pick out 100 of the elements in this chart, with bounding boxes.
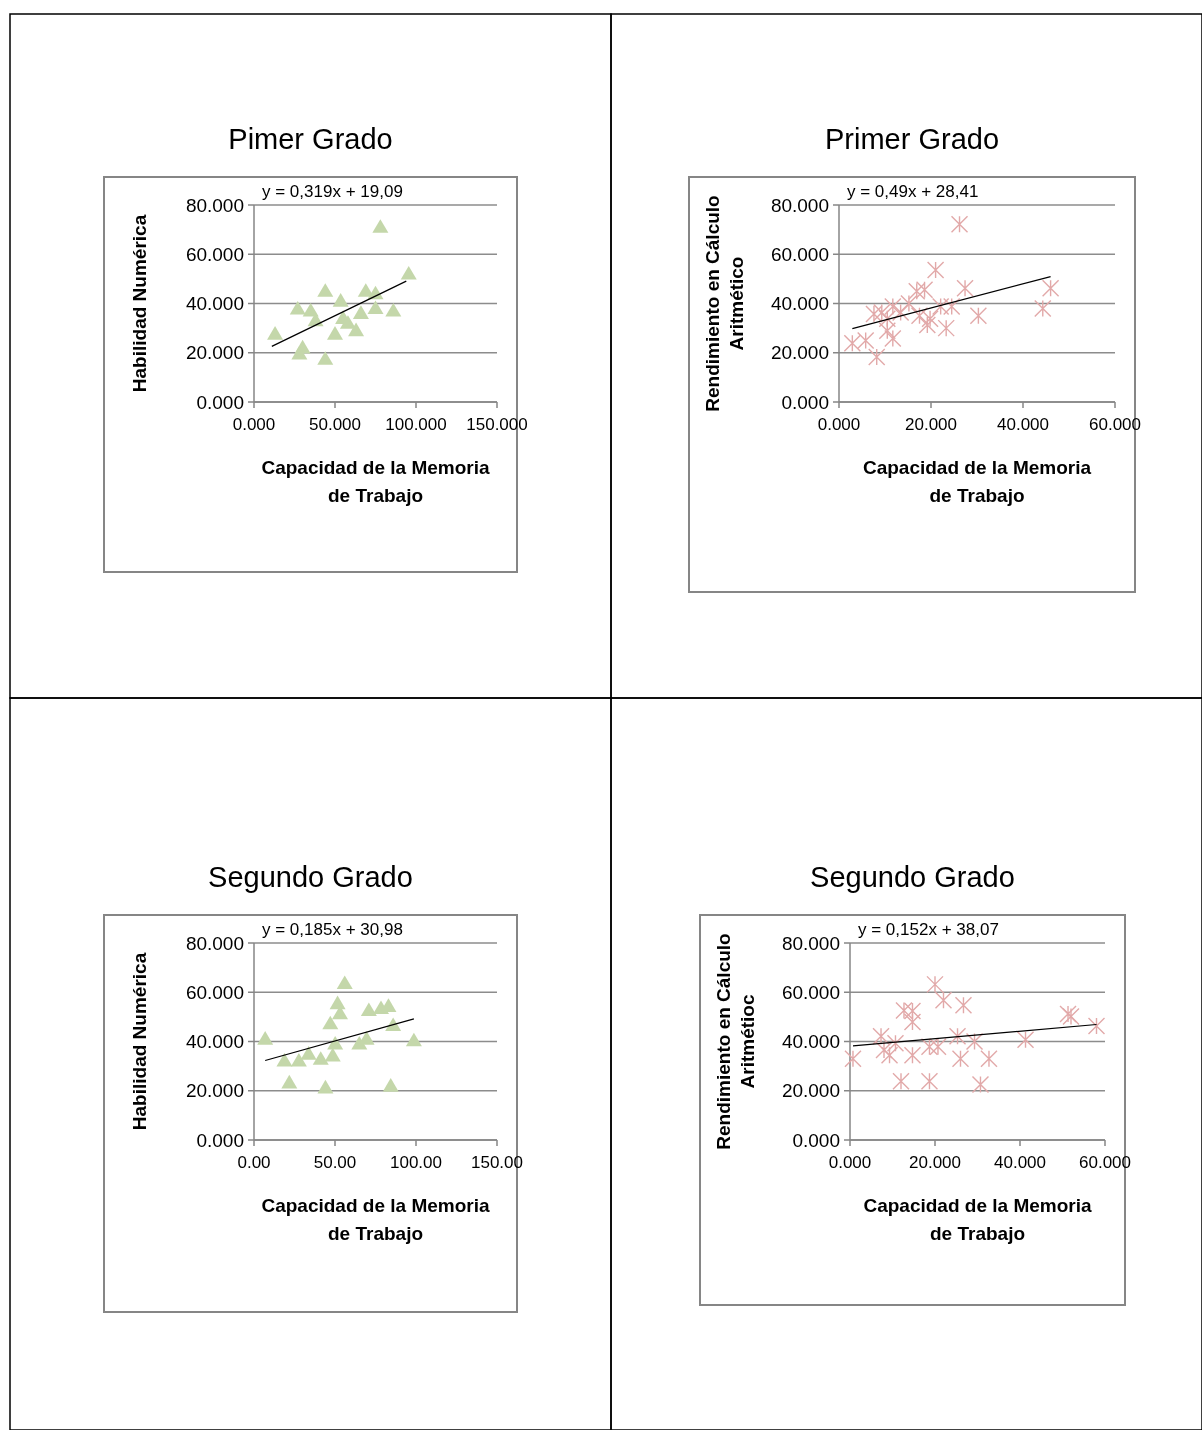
x-tick-label: 150.000 bbox=[466, 415, 528, 434]
y-tick-label: 80.000 bbox=[185, 932, 244, 954]
text: y = 0,49x + 28,41 bbox=[847, 182, 979, 201]
y-tick-label: 40.000 bbox=[185, 293, 244, 315]
point bbox=[965, 1032, 984, 1051]
chart-title: Segundo Grado bbox=[208, 861, 413, 893]
chart-title: Pimer Grado bbox=[228, 123, 393, 155]
y-tick-label: 0.000 bbox=[781, 391, 829, 413]
point bbox=[1034, 299, 1052, 318]
y-tick-label: 40.000 bbox=[770, 293, 829, 315]
point bbox=[332, 293, 349, 307]
point bbox=[289, 300, 306, 315]
point bbox=[276, 1052, 293, 1067]
point bbox=[300, 1046, 317, 1060]
point bbox=[915, 281, 934, 299]
y-tick-label: 60.000 bbox=[781, 981, 840, 1003]
point bbox=[971, 1075, 990, 1094]
x-tick-label: 20.000 bbox=[909, 1153, 961, 1172]
y-tick-label: 40.000 bbox=[185, 1031, 244, 1053]
x-tick-label: 0.000 bbox=[817, 415, 861, 434]
y-axis-title: Rendimiento en Cálculo Aritmético bbox=[702, 195, 747, 412]
y-tick-label: 0.000 bbox=[792, 1129, 840, 1151]
y-tick-label: 80.000 bbox=[781, 932, 840, 954]
point bbox=[956, 279, 974, 297]
point bbox=[910, 307, 929, 325]
x-tick-label: 60.000 bbox=[1089, 415, 1141, 434]
point bbox=[891, 303, 910, 322]
point bbox=[943, 297, 961, 316]
x-tick-label: 60.000 bbox=[1079, 1153, 1131, 1172]
point bbox=[884, 329, 902, 348]
point bbox=[385, 302, 402, 317]
point bbox=[372, 219, 389, 233]
x-axis-title: Capacidad de la Memoria de Trabajo bbox=[261, 1195, 490, 1244]
point bbox=[865, 305, 883, 323]
point bbox=[875, 1041, 893, 1059]
point bbox=[918, 316, 937, 334]
point bbox=[405, 1032, 422, 1047]
x-tick-label: 0.000 bbox=[828, 1153, 872, 1172]
x-tick-label: 100.000 bbox=[385, 415, 447, 434]
point bbox=[892, 1072, 910, 1090]
point bbox=[926, 261, 945, 279]
point bbox=[400, 265, 417, 280]
point bbox=[903, 1002, 922, 1020]
text: y = 0,319x + 19,09 bbox=[262, 182, 403, 201]
point bbox=[336, 975, 353, 989]
point bbox=[920, 1072, 939, 1090]
point bbox=[367, 300, 384, 315]
x-tick-label: 50.00 bbox=[313, 1153, 357, 1172]
point bbox=[954, 996, 973, 1014]
x-tick-label: 150.00 bbox=[471, 1153, 523, 1172]
y-axis-title: Rendimiento en Cálculo Aritmétioc bbox=[713, 933, 758, 1150]
x-tick-label: 40.000 bbox=[997, 415, 1049, 434]
point bbox=[929, 1037, 947, 1056]
text: y = 0,185x + 30,98 bbox=[262, 920, 403, 939]
y-tick-label: 80.000 bbox=[185, 194, 244, 216]
point bbox=[951, 1050, 970, 1068]
y-tick-label: 60.000 bbox=[770, 243, 829, 265]
point bbox=[937, 319, 955, 337]
point bbox=[969, 307, 988, 325]
x-tick-label: 0.00 bbox=[237, 1153, 271, 1172]
point bbox=[327, 326, 343, 340]
x-tick-label: 50.000 bbox=[309, 415, 361, 434]
point bbox=[886, 1034, 905, 1052]
y-tick-label: 0.000 bbox=[196, 391, 244, 413]
point bbox=[908, 282, 926, 300]
y-tick-label: 20.000 bbox=[185, 1080, 244, 1102]
point bbox=[327, 1035, 344, 1050]
point bbox=[281, 1074, 298, 1089]
x-axis-title: Capacidad de la Memoria de Trabajo bbox=[261, 457, 490, 506]
point bbox=[843, 334, 862, 352]
point bbox=[257, 1031, 274, 1045]
y-axis-title: Habilidad Numérica bbox=[129, 214, 150, 393]
point bbox=[291, 345, 308, 360]
text: y = 0,152x + 38,07 bbox=[858, 920, 999, 939]
point bbox=[921, 310, 939, 328]
y-tick-label: 80.000 bbox=[770, 194, 829, 216]
point bbox=[903, 1046, 922, 1064]
point bbox=[920, 1037, 939, 1056]
point bbox=[900, 294, 918, 313]
x-axis-title: Capacidad de la Memoria de Trabajo bbox=[862, 457, 1092, 506]
y-axis-title: Habilidad Numérica bbox=[129, 952, 150, 1131]
chart-title: Primer Grado bbox=[824, 123, 1000, 155]
point bbox=[895, 1001, 913, 1020]
point bbox=[884, 297, 902, 316]
x-tick-label: 0.000 bbox=[232, 415, 276, 434]
point bbox=[324, 1047, 341, 1062]
x-tick-label: 100.00 bbox=[390, 1153, 442, 1172]
point bbox=[1016, 1031, 1035, 1049]
point bbox=[312, 1051, 329, 1065]
x-tick-label: 40.000 bbox=[994, 1153, 1046, 1172]
point bbox=[844, 1050, 862, 1068]
y-tick-label: 40.000 bbox=[781, 1031, 840, 1053]
point bbox=[352, 305, 369, 319]
point bbox=[950, 215, 969, 233]
point bbox=[267, 326, 284, 340]
point bbox=[903, 1013, 922, 1031]
y-tick-label: 0.000 bbox=[196, 1129, 244, 1151]
point bbox=[348, 322, 365, 337]
x-tick-label: 20.000 bbox=[905, 415, 957, 434]
point bbox=[1041, 279, 1060, 297]
